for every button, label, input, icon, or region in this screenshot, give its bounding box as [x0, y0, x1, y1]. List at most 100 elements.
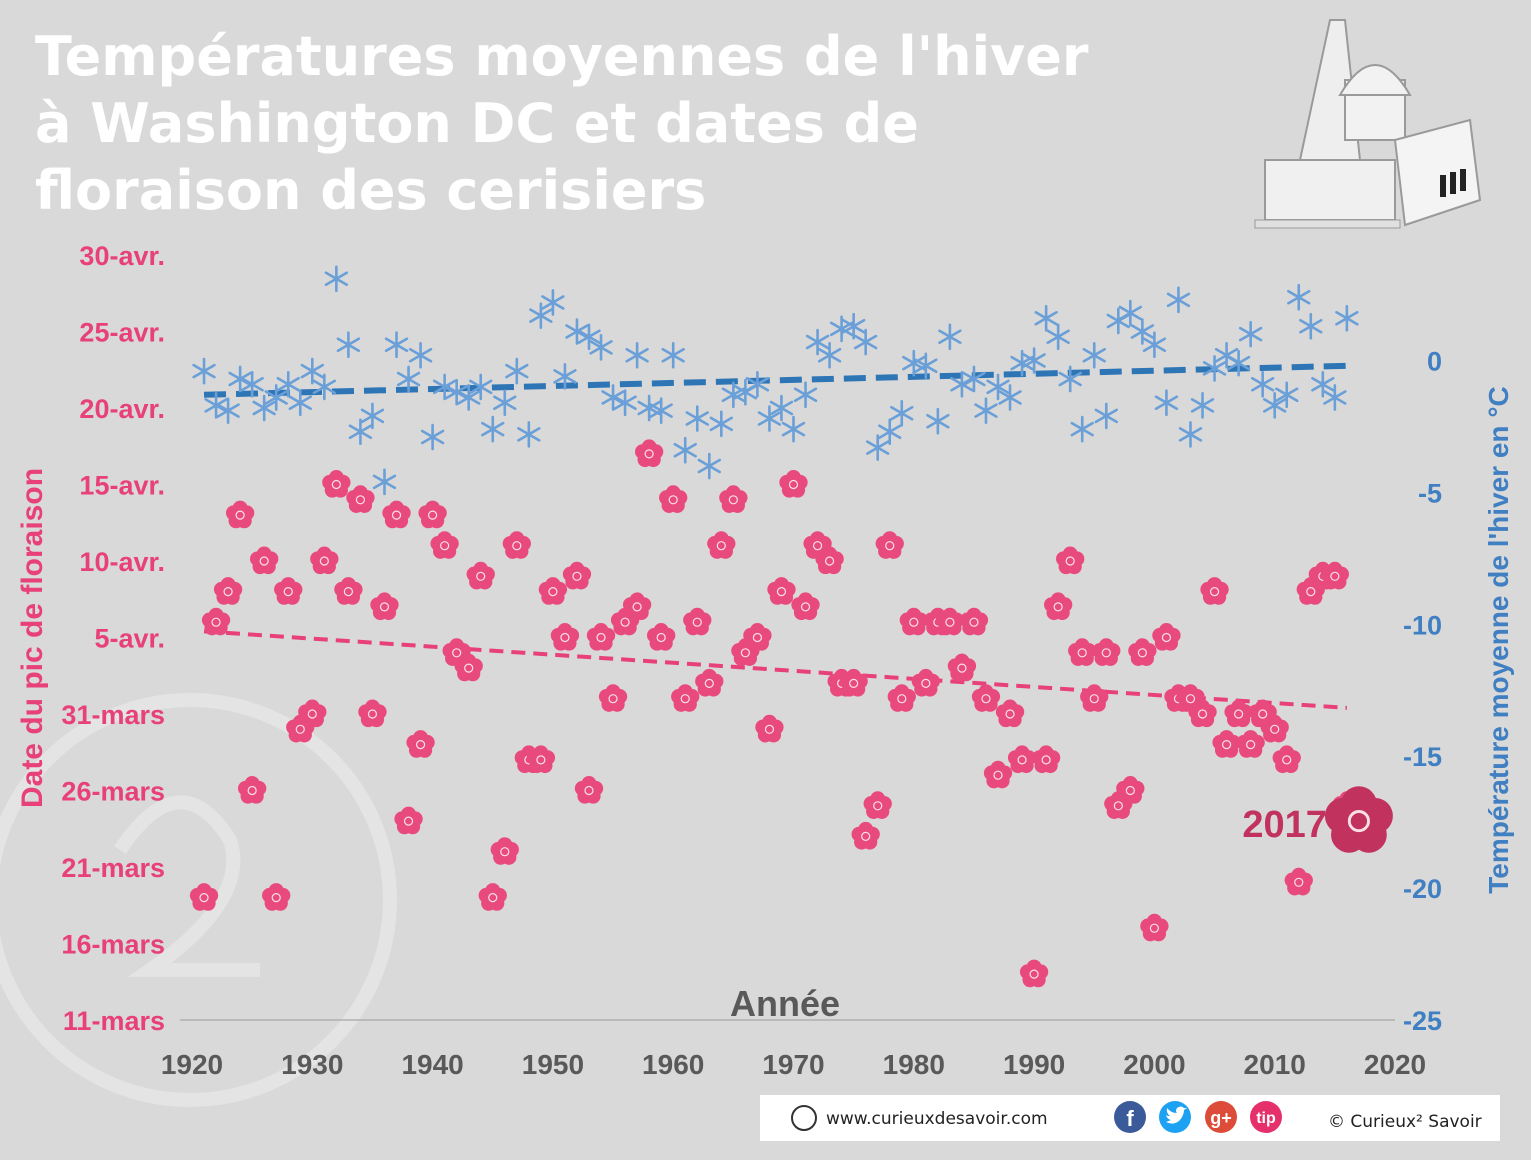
snowflake-marker	[276, 370, 300, 398]
snowflake-marker	[625, 341, 649, 369]
flower-center	[367, 709, 378, 719]
flower-center	[259, 556, 269, 566]
highlight-label: 2017	[1242, 804, 1327, 846]
flower-center	[488, 892, 498, 903]
flower-marker	[1320, 561, 1350, 590]
flower-marker	[971, 684, 1001, 712]
flower-marker	[189, 883, 219, 911]
flower-center	[981, 694, 991, 704]
flower-marker	[767, 577, 796, 605]
snowflake-marker	[637, 394, 661, 422]
snowflake-arm	[1166, 292, 1191, 308]
snowflake-marker	[324, 265, 349, 293]
flower-center	[608, 694, 618, 704]
snowflake-marker	[481, 415, 505, 443]
gplus-icon[interactable]	[1205, 1101, 1237, 1133]
flower-center	[476, 571, 486, 581]
snowflake-marker	[1202, 355, 1227, 382]
flower-center	[1065, 556, 1075, 566]
flower-center	[861, 831, 871, 842]
snowflake-marker	[565, 318, 589, 345]
snowflake-arm	[805, 334, 830, 350]
flower-center	[969, 617, 979, 627]
flower-center	[1041, 755, 1051, 765]
tip-icon[interactable]	[1250, 1101, 1282, 1133]
flower-marker	[1188, 699, 1217, 728]
flower-center	[656, 632, 666, 643]
flower-marker	[598, 684, 628, 712]
snowflake-arm	[962, 371, 986, 387]
flower-center	[680, 694, 690, 704]
flower-center	[764, 724, 775, 734]
snowflake-arm	[1154, 395, 1179, 411]
flower-marker	[863, 791, 892, 819]
snowflake-marker	[348, 418, 373, 446]
snowflake-arm	[432, 379, 457, 395]
flower-marker	[647, 623, 676, 651]
snowflake-arm	[974, 403, 998, 418]
facebook-letter: f	[1126, 1106, 1134, 1131]
snowflake-arm	[589, 340, 613, 355]
snowflake-marker	[1275, 381, 1299, 409]
snowflake-arm	[565, 324, 589, 339]
snowflake-marker	[841, 312, 866, 340]
snowflake-marker	[456, 384, 481, 411]
title-line: Températures moyennes de l'hiver	[35, 25, 1089, 88]
snowflake-marker	[384, 331, 409, 358]
snowflake-arm	[613, 395, 637, 411]
flower-marker	[225, 500, 255, 529]
snowflake-arm	[420, 429, 445, 445]
x-tick-label: 2000	[1123, 1049, 1185, 1080]
flower-marker	[791, 592, 820, 621]
snowflake-arm	[998, 390, 1022, 405]
flower-center	[1053, 602, 1063, 612]
snowflake-arm	[1323, 390, 1347, 405]
flower-center	[1234, 709, 1244, 719]
snowflake-arm	[1263, 398, 1287, 413]
snowflake-marker	[252, 394, 276, 422]
snowflake-marker	[649, 397, 673, 424]
snowflake-marker	[1263, 392, 1287, 419]
snowflake-marker	[360, 402, 385, 430]
flower-center	[584, 785, 594, 796]
y2-tick-label: -20	[1403, 874, 1442, 904]
flower-marker	[1176, 684, 1205, 712]
flower-marker	[201, 607, 231, 636]
flower-marker	[1224, 699, 1253, 728]
flower-marker	[779, 470, 808, 498]
y-tick-label: 30-avr.	[79, 241, 165, 271]
flower-marker	[262, 883, 291, 911]
flower-center	[1125, 785, 1135, 796]
snowflake-arm	[697, 458, 721, 474]
snowflake-arm	[1034, 311, 1058, 326]
flower-center	[957, 663, 967, 673]
snowflake-arm	[1010, 355, 1034, 371]
x-tick-label: 1960	[642, 1049, 704, 1080]
snowflake-arm	[733, 384, 758, 400]
snowflake-marker	[505, 357, 529, 385]
snowflake-marker	[685, 405, 709, 432]
snowflake-marker	[577, 323, 601, 351]
snowflake-arm	[926, 413, 950, 429]
x-tick-label: 1990	[1003, 1049, 1065, 1080]
snowflake-arm	[529, 308, 553, 323]
twitter-bird	[1166, 1106, 1187, 1124]
snowflake-marker	[986, 373, 1010, 401]
snowflake-marker	[288, 389, 312, 417]
snowflake-marker	[216, 397, 240, 424]
flower-center	[1347, 810, 1370, 833]
snowflake-arm	[541, 295, 565, 310]
snowflake-marker	[264, 384, 288, 411]
flower-marker	[1152, 623, 1181, 651]
y-tick-label: 10-avr.	[79, 547, 165, 577]
facebook-icon[interactable]	[1114, 1101, 1146, 1133]
x-tick-label: 1940	[401, 1049, 463, 1080]
snowflake-arm	[757, 411, 782, 426]
flower-center	[993, 770, 1003, 780]
flower-marker	[322, 470, 351, 498]
flower-center	[897, 694, 907, 704]
snowflake-arm	[444, 384, 469, 400]
snowflake-marker	[890, 399, 914, 427]
y2-tick-label: -25	[1403, 1006, 1442, 1036]
y2-tick-label: -15	[1403, 742, 1442, 772]
